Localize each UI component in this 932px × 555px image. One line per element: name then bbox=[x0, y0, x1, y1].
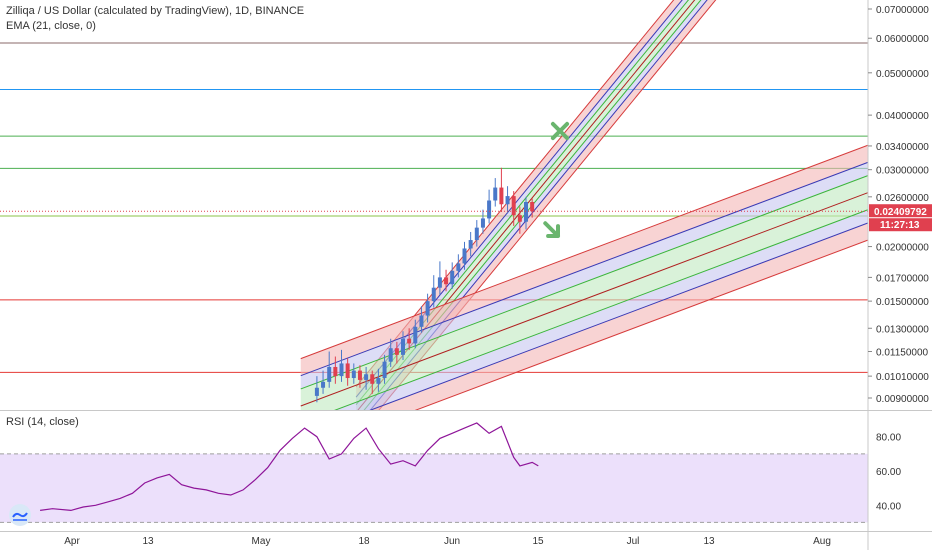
pitchfork-shallow-line-5 bbox=[300, 161, 868, 377]
time-tick-label-5: 15 bbox=[532, 536, 544, 547]
price-tick-label-12: 0.01010000 bbox=[876, 372, 929, 383]
price-tick-label-10: 0.01300000 bbox=[876, 324, 929, 335]
pitchfork-shallow-line-3 bbox=[300, 192, 868, 407]
candle-body-21 bbox=[444, 277, 449, 285]
rsi-tick-label-1: 60.00 bbox=[876, 467, 901, 478]
candle-body-0 bbox=[314, 387, 319, 396]
tradingview-logo-icon[interactable] bbox=[9, 504, 31, 526]
pitchfork-shallow-line-0 bbox=[414, 239, 868, 410]
time-tick-label-7: 13 bbox=[703, 536, 715, 547]
pitchfork-shallow-zone-2 bbox=[300, 192, 868, 410]
candle-body-9 bbox=[370, 374, 375, 384]
candle-body-24 bbox=[462, 248, 467, 264]
candle-body-11 bbox=[382, 361, 387, 379]
pitchfork-shallow-zone-3 bbox=[300, 175, 868, 407]
candle-body-10 bbox=[376, 378, 381, 384]
pitchfork-steep-line-1 bbox=[369, 0, 708, 410]
rsi-tick-label-2: 40.00 bbox=[876, 501, 901, 512]
price-tick-label-5: 0.03000000 bbox=[876, 166, 929, 177]
candle-body-17 bbox=[419, 315, 424, 327]
pitchfork-steep-line-3 bbox=[357, 0, 696, 410]
time-tick-label-8: Aug bbox=[813, 536, 831, 547]
candle-body-13 bbox=[394, 348, 399, 355]
overlay-layer bbox=[543, 121, 570, 238]
candle-body-22 bbox=[450, 270, 455, 285]
price-tick-label-2: 0.05000000 bbox=[876, 69, 929, 80]
candle-body-29 bbox=[493, 187, 498, 201]
time-tick-label-1: 13 bbox=[142, 536, 154, 547]
time-tick-label-0: Apr bbox=[64, 536, 80, 547]
price-pane bbox=[0, 0, 868, 410]
price-tag-countdown: 11:27:13 bbox=[880, 220, 920, 231]
candle-body-16 bbox=[413, 326, 418, 344]
candle-body-25 bbox=[468, 240, 473, 249]
pitchfork-shallow-line-6 bbox=[300, 144, 868, 360]
rsi-pane bbox=[0, 422, 868, 523]
candle-body-18 bbox=[425, 301, 430, 316]
price-tick-label-0: 0.07000000 bbox=[876, 5, 929, 16]
price-tick-label-3: 0.04000000 bbox=[876, 111, 929, 122]
candle-body-7 bbox=[357, 370, 362, 380]
candle-body-32 bbox=[511, 196, 516, 216]
candle-body-27 bbox=[480, 218, 485, 228]
candle-body-1 bbox=[321, 381, 326, 388]
candle-body-4 bbox=[339, 363, 344, 377]
price-tick-label-11: 0.01150000 bbox=[876, 348, 929, 359]
candle-body-31 bbox=[505, 196, 510, 205]
candle-body-23 bbox=[456, 263, 461, 271]
support-arrow-icon bbox=[543, 221, 560, 238]
target-arrow-icon bbox=[550, 121, 570, 141]
candle-body-30 bbox=[499, 187, 504, 205]
candle-body-19 bbox=[431, 287, 436, 302]
candle-body-15 bbox=[407, 338, 412, 344]
pitchfork-shallow-line-2 bbox=[334, 209, 868, 410]
price-tick-label-4: 0.03400000 bbox=[876, 142, 929, 153]
pitchfork-shallow-zone-5 bbox=[300, 145, 868, 376]
price-tag-box bbox=[869, 204, 932, 218]
time-tick-label-2: May bbox=[252, 536, 271, 547]
candle-body-5 bbox=[345, 363, 350, 379]
candle-body-12 bbox=[388, 348, 393, 362]
candle-body-6 bbox=[351, 370, 356, 379]
time-tick-label-3: 18 bbox=[358, 536, 370, 547]
price-tick-label-1: 0.06000000 bbox=[876, 34, 929, 45]
chart-title: Zilliqa / US Dollar (calculated by Tradi… bbox=[6, 5, 305, 17]
rsi-indicator-label: RSI (14, close) bbox=[6, 416, 79, 428]
pitchfork-steep-line-2 bbox=[363, 0, 702, 410]
arrow-shape-icon bbox=[543, 221, 560, 238]
candle-body-33 bbox=[517, 215, 522, 222]
pitchfork-shallow-line-1 bbox=[369, 222, 868, 410]
price-tag-value: 0.02409792 bbox=[874, 207, 927, 218]
candle-body-26 bbox=[474, 227, 479, 241]
pitchfork-shallow-zone-4 bbox=[300, 162, 868, 389]
pitchfork-steep-line-0 bbox=[378, 0, 717, 410]
candle-body-28 bbox=[487, 200, 492, 219]
candle-body-20 bbox=[437, 277, 442, 288]
price-tick-label-9: 0.01500000 bbox=[876, 297, 929, 308]
pitchfork-steep-line-4 bbox=[355, 0, 690, 406]
time-tick-label-4: Jun bbox=[444, 536, 460, 547]
candle-body-2 bbox=[327, 366, 332, 382]
price-tick-label-8: 0.01700000 bbox=[876, 273, 929, 284]
ema-indicator-label: EMA (21, close, 0) bbox=[6, 20, 96, 32]
rsi-series-line bbox=[40, 422, 539, 512]
price-tick-label-7: 0.02000000 bbox=[876, 243, 929, 254]
candle-body-3 bbox=[333, 366, 338, 377]
pitchfork-shallow-line-4 bbox=[300, 175, 868, 390]
countdown-tag-box bbox=[869, 218, 932, 232]
price-tick-label-13: 0.00900000 bbox=[876, 394, 929, 405]
candle-body-35 bbox=[530, 201, 535, 212]
candle-body-14 bbox=[401, 338, 405, 355]
target-cross-icon bbox=[550, 121, 570, 141]
price-tick-label-6: 0.02600000 bbox=[876, 193, 929, 204]
rsi-tick-label-0: 80.00 bbox=[876, 433, 901, 444]
candle-body-34 bbox=[524, 201, 528, 222]
time-tick-label-6: Jul bbox=[627, 536, 640, 547]
rsi-band bbox=[0, 453, 868, 523]
candle-body-8 bbox=[364, 374, 369, 380]
